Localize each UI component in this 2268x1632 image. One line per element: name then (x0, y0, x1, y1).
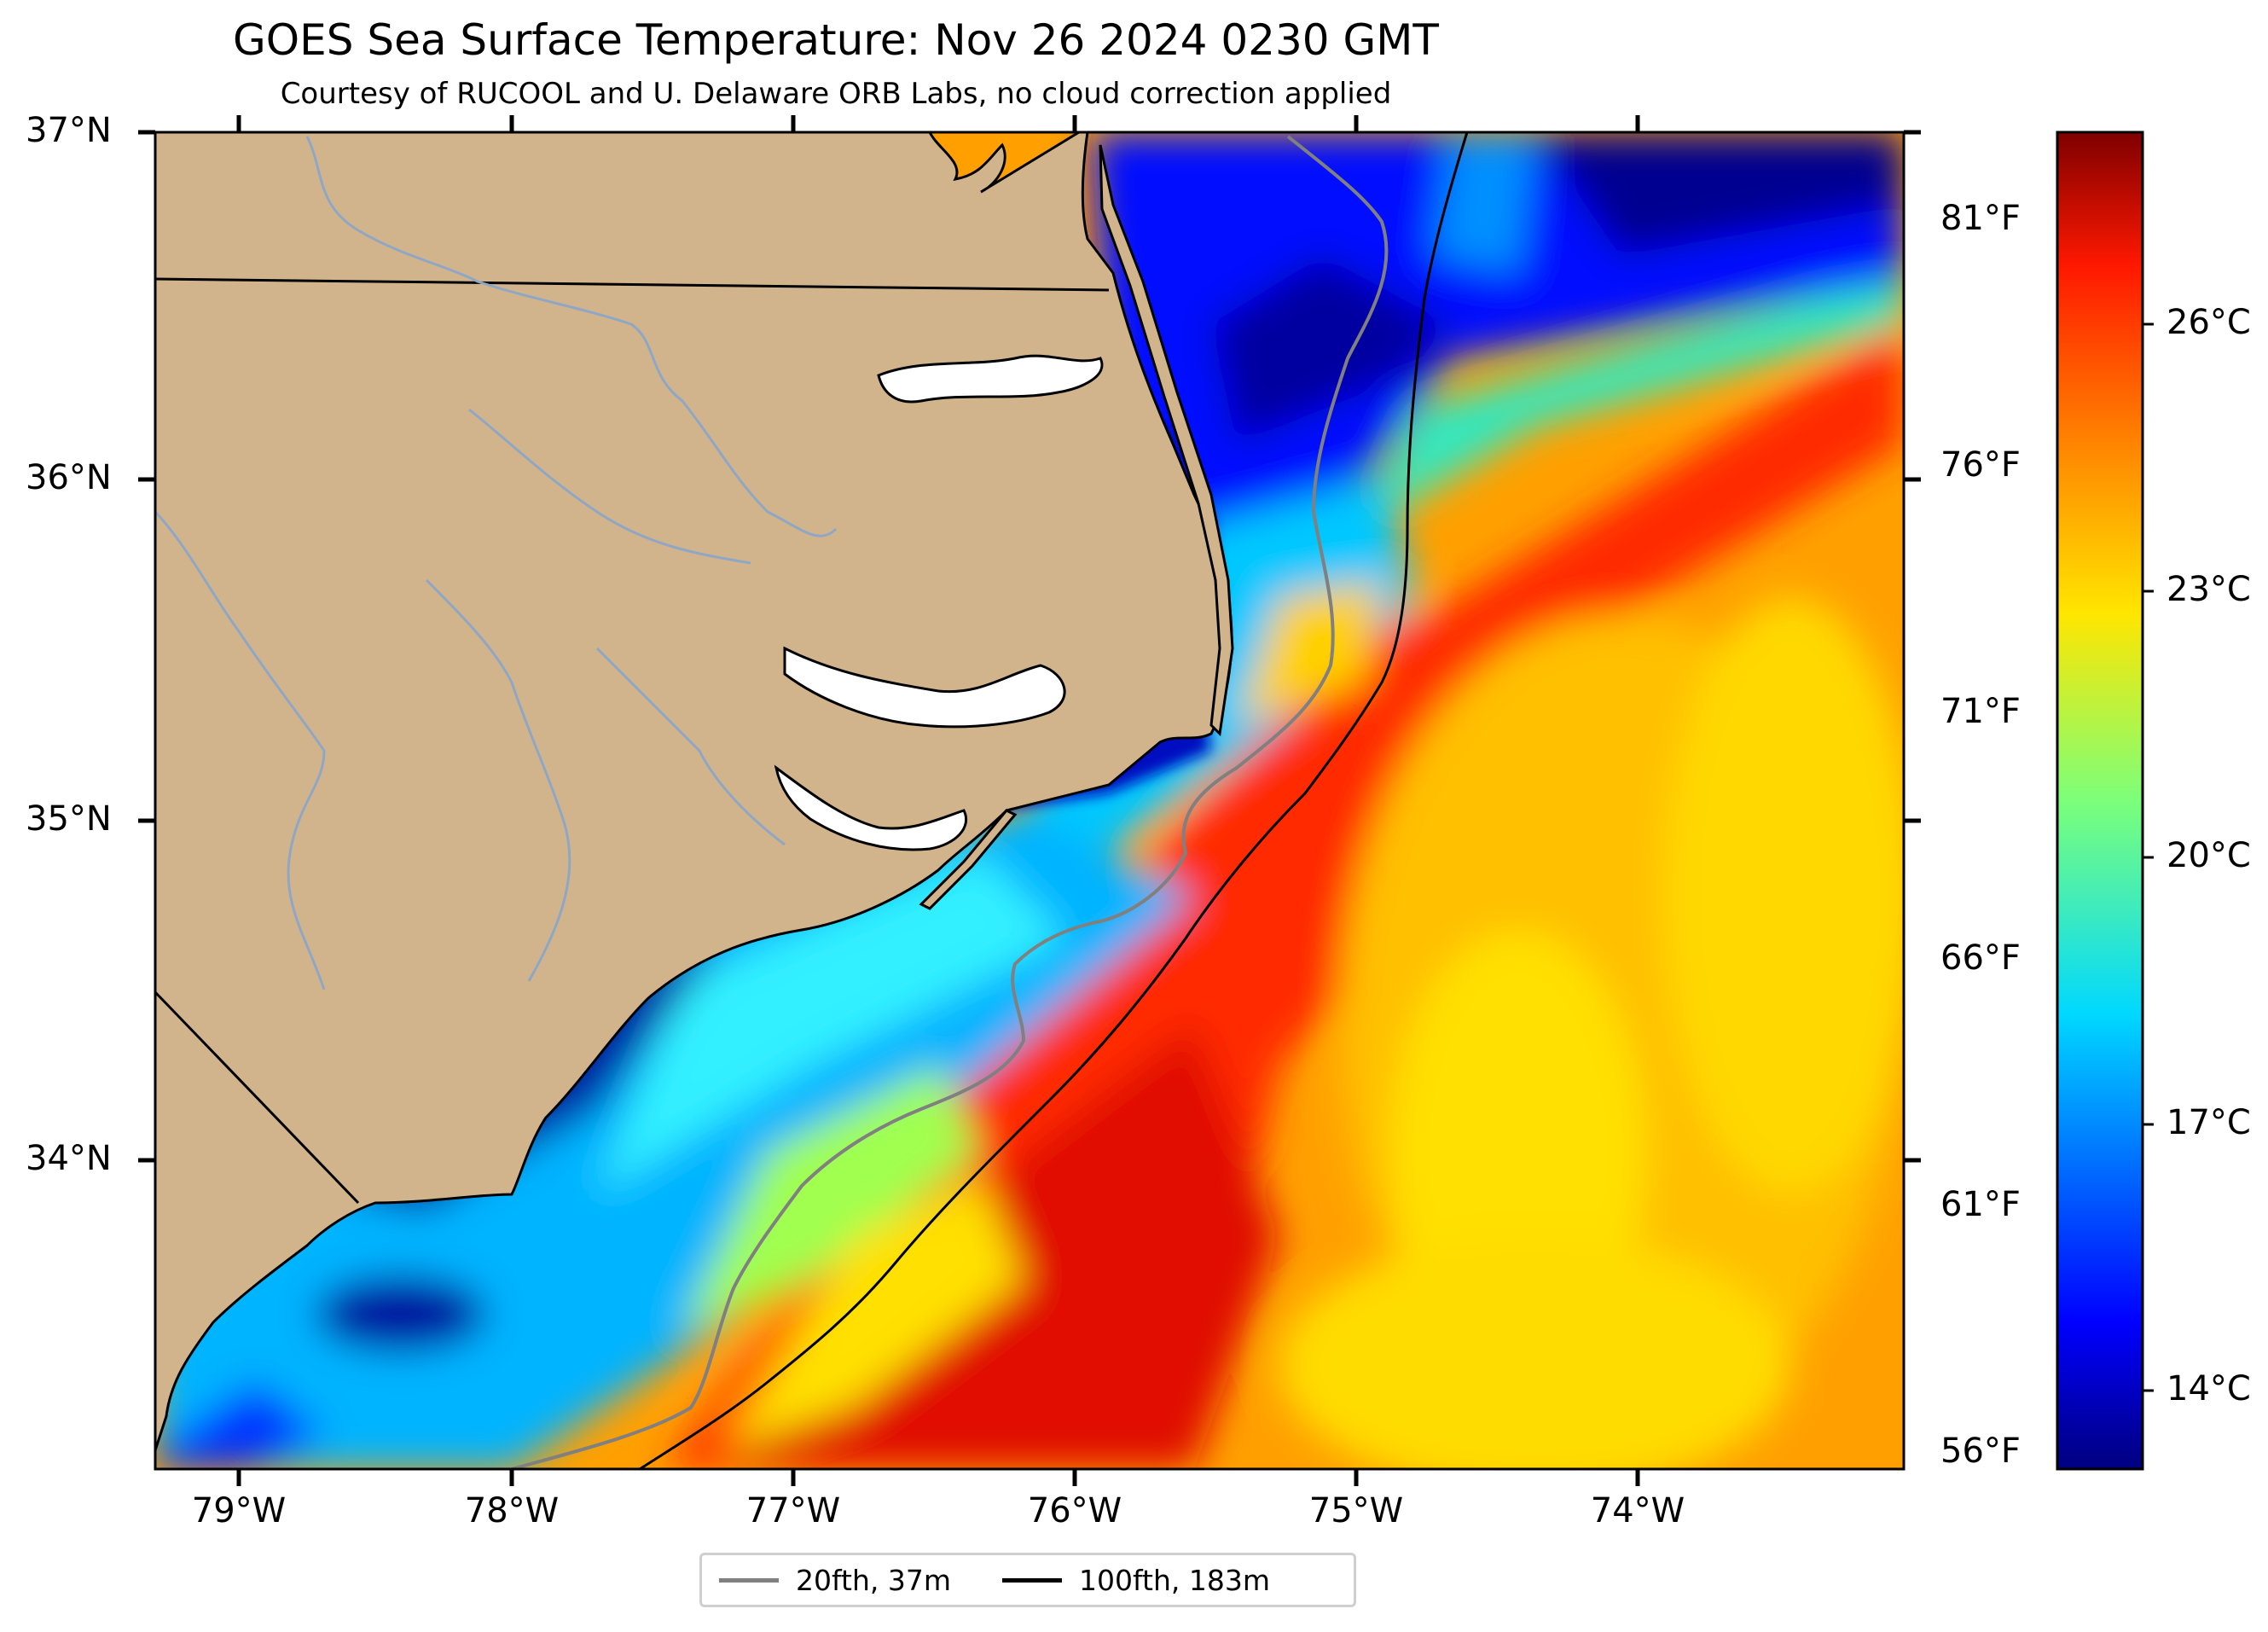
f-label-66: 66°F (1940, 938, 2021, 978)
lat-label-36: 36°N (26, 458, 112, 497)
map-title: GOES Sea Surface Temperature: Nov 26 202… (233, 15, 1439, 65)
f-label-81: 81°F (1940, 199, 2021, 238)
colorbar (2056, 131, 2144, 1471)
c-label-23: 23°C (2166, 570, 2251, 609)
legend-item-20fth: 20fth, 37m (719, 1564, 951, 1597)
lon-label-77: 77°W (745, 1491, 841, 1530)
lon-label-79: 79°W (191, 1491, 287, 1530)
lat-label-34: 34°N (26, 1139, 112, 1178)
lon-label-76: 76°W (1027, 1491, 1122, 1530)
c-label-14: 14°C (2166, 1369, 2251, 1408)
map-subtitle: Courtesy of RUCOOL and U. Delaware ORB L… (280, 77, 1392, 111)
lat-label-35: 35°N (26, 799, 112, 839)
rivers (155, 136, 838, 990)
c-label-26: 26°C (2166, 303, 2251, 342)
pamlico-sound (783, 646, 1066, 729)
legend-swatch-gray-line (719, 1577, 779, 1583)
colorbar-ticks (2143, 322, 2154, 1392)
map-frame (154, 131, 1905, 1471)
axis-major-ticks (138, 115, 1921, 1486)
sst-field (155, 132, 1904, 1469)
f-label-61: 61°F (1940, 1185, 2021, 1224)
c-label-20: 20°C (2166, 836, 2251, 875)
legend-swatch-black-line (1002, 1577, 1062, 1583)
f-label-71: 71°F (1940, 692, 2021, 731)
nc-sc-border (155, 990, 360, 1205)
isobath-legend: 20fth, 37m 100fth, 183m (699, 1553, 1356, 1607)
f-label-76: 76°F (1940, 445, 2021, 485)
c-label-17: 17°C (2166, 1103, 2251, 1142)
core-banks (919, 809, 1018, 910)
legend-item-100fth: 100fth, 183m (1002, 1564, 1270, 1597)
isobath-100fth (639, 132, 1469, 1469)
lat-label-37: 37°N (26, 111, 112, 150)
outer-banks (1099, 144, 1234, 737)
lon-label-75: 75°W (1308, 1491, 1404, 1530)
legend-label-100fth: 100fth, 183m (1079, 1563, 1270, 1597)
land-north-carolina (155, 132, 1233, 1451)
lon-label-74: 74°W (1590, 1491, 1685, 1530)
lon-label-78: 78°W (464, 1491, 560, 1530)
nc-va-border (155, 277, 1110, 292)
isobath-20fth (511, 135, 1389, 1469)
albemarle-sound (877, 354, 1104, 404)
f-label-56: 56°F (1940, 1432, 2021, 1471)
legend-label-20fth: 20fth, 37m (796, 1563, 951, 1597)
neuse-river (774, 764, 968, 851)
